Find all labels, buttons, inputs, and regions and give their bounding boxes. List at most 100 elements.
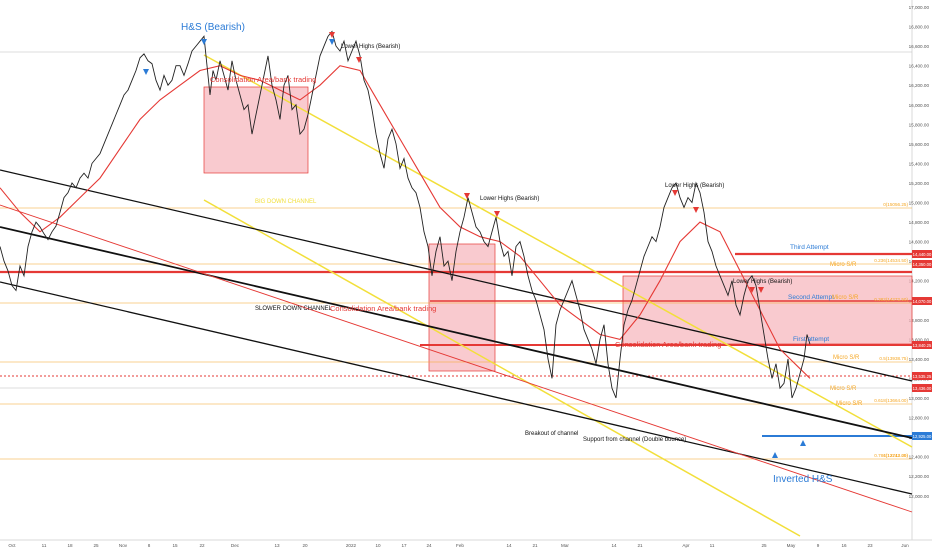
y-tick-label: 12,800.00: [909, 416, 930, 421]
arrow-down-icon: [329, 32, 335, 38]
y-tick-label: 13,000.00: [909, 396, 930, 401]
x-tick-label: 21: [637, 543, 643, 548]
price-badge: [912, 384, 932, 392]
y-tick-label: 15,200.00: [909, 181, 930, 186]
slow-channel-line: [0, 281, 913, 495]
y-tick-label: 15,600.00: [909, 142, 930, 147]
fib-level-label: 0.5(13938.75): [879, 356, 908, 361]
annotation-text: First attempt: [793, 336, 829, 343]
price-badge-label: 13,436.00: [913, 386, 932, 391]
big-channel-line: [203, 54, 913, 448]
levels-and-channels: [0, 51, 913, 537]
fib-level-label: 0.382(14272.50): [874, 297, 908, 302]
big-channel-line: [203, 199, 801, 537]
moving-average: [0, 65, 811, 379]
x-tick-label: 11: [42, 543, 47, 548]
level-labels: 0(15056.25) 0.236(14534.50) 0.382(14272.50…: [874, 202, 908, 458]
y-axis: 17,000.00 16,800.00 16,600.00 16,400.00 16,2…: [909, 5, 930, 499]
x-tick-label: 16: [841, 543, 847, 548]
price-badge: [912, 341, 932, 349]
x-axis: Oct 11 18 25 Nov 8 15 22 Dec 13 20 2022 10 17 24 Feb 14 2…: [8, 543, 909, 548]
arrow-down-icon: [494, 211, 500, 217]
x-tick-label: 15: [172, 543, 178, 548]
x-tick-label: Jun: [901, 543, 909, 548]
fib-level-label: 1(12712.00): [883, 453, 908, 458]
fib-level-label: 0.236(14534.50): [874, 258, 908, 263]
price-badge: [912, 372, 932, 380]
fib-level-label: 0.786(13243.25): [874, 453, 908, 458]
y-tick-label: 16,800.00: [909, 25, 930, 30]
arrow-down-icon: [672, 190, 678, 196]
y-tick-label: 12,200.00: [909, 474, 930, 479]
x-tick-label: 23: [867, 543, 873, 548]
annotation-text: Micro S/R: [832, 295, 859, 301]
fib-level-label: 0(15056.25): [883, 202, 908, 207]
y-tick-label: 16,000.00: [909, 103, 930, 108]
x-tick-label: Nov: [119, 543, 128, 548]
annotation-text: Support from channel (Double bounce): [583, 437, 686, 443]
annotation-text: Micro S/R: [836, 401, 863, 407]
x-tick-label: 17: [401, 543, 407, 548]
annotation-text: Inverted H&S: [773, 474, 833, 485]
annotation-text: Micro S/R: [830, 386, 857, 392]
x-tick-label: 25: [93, 543, 99, 548]
arrow-up-icon: [800, 440, 806, 446]
y-tick-label: 12,400.00: [909, 455, 930, 460]
arrow-down-icon: [356, 57, 362, 63]
annotation-text: H&S (Bearish): [181, 22, 245, 33]
x-tick-label: Oct: [8, 543, 16, 548]
slow-channel-line: [0, 169, 913, 382]
consolidation-boxes: [203, 86, 913, 372]
y-tick-label: 16,600.00: [909, 44, 930, 49]
arrow-up-icon: [772, 452, 778, 458]
y-tick-label: 13,400.00: [909, 357, 930, 362]
x-tick-label: 2022: [346, 543, 357, 548]
x-tick-label: 9: [817, 543, 820, 548]
price-badge: [912, 260, 932, 268]
annotation-text: Micro S/R: [830, 262, 857, 268]
x-tick-label: Dec: [231, 543, 240, 548]
price-badges: 14,440.00 14,350.00 14,070.00 13,840.25 13,5…: [912, 250, 932, 440]
price-badge-label: 14,440.00: [913, 252, 932, 257]
arrow-down-icon: [329, 39, 335, 45]
annotation-text: Lower Highs (Bearish): [733, 279, 792, 285]
annotation-text: Third Attempt: [790, 244, 829, 251]
price-badge: [912, 250, 932, 258]
consolidation-box: [428, 243, 496, 372]
moving-average-line: [0, 65, 811, 379]
slow-channel-line: [0, 226, 913, 439]
arrow-down-icon: [693, 207, 699, 213]
arrow-down-icon: [201, 39, 207, 45]
price-badge-label: 13,840.25: [913, 343, 932, 348]
price-badge-label: 14,070.00: [913, 299, 932, 304]
x-tick-label: 18: [67, 543, 73, 548]
arrow-down-icon: [758, 287, 764, 293]
arrow-down-icon: [464, 193, 470, 199]
x-tick-label: 22: [199, 543, 205, 548]
down-trend-line: [0, 204, 913, 513]
annotation-text: SLOWER DOWN CHANNEL: [255, 306, 333, 312]
y-tick-label: 14,600.00: [909, 240, 930, 245]
annotation-text: Lower Highs (Bearish): [665, 183, 724, 189]
x-tick-label: 14: [506, 543, 512, 548]
x-tick-label: 25: [761, 543, 767, 548]
annotation-text: Consolidation Area/bank trading: [615, 340, 721, 349]
annotation-text: Second Attempt: [788, 294, 834, 301]
price-badge-label: 14,350.00: [913, 262, 932, 267]
y-tick-label: 13,600.00: [909, 337, 930, 342]
x-tick-label: 10: [375, 543, 381, 548]
consolidation-box: [203, 86, 309, 174]
annotation-text: Breakout of channel: [525, 431, 578, 437]
annotation-text: Lower Highs (Bearish): [341, 44, 400, 50]
y-tick-label: 16,400.00: [909, 64, 930, 69]
x-tick-label: Apr: [682, 543, 690, 548]
price-line: [0, 30, 811, 399]
y-tick-label: 15,800.00: [909, 122, 930, 127]
x-tick-label: May: [787, 543, 796, 548]
arrow-down-icon: [749, 287, 755, 293]
annotation-text: Micro S/R: [833, 355, 860, 361]
x-tick-label: 24: [426, 543, 432, 548]
annotation-text: Lower Highs (Bearish): [480, 196, 539, 202]
markers: [143, 32, 806, 458]
